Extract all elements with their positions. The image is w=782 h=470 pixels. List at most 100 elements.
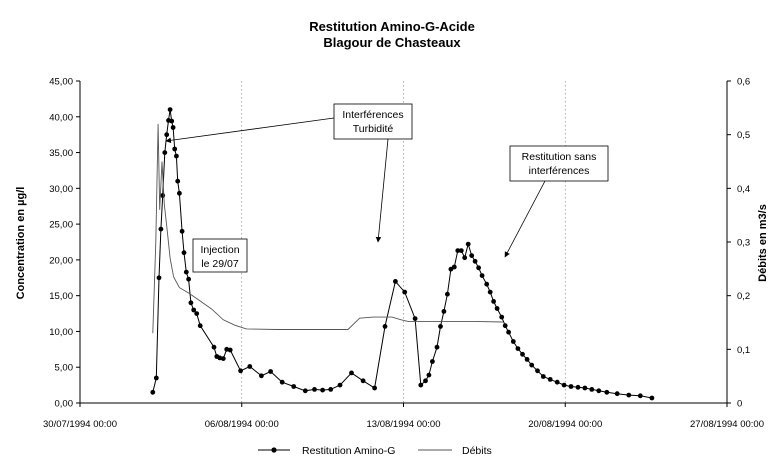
y-tick-label-right: 0,2 bbox=[737, 291, 750, 302]
annotation-restitution-line2: interférences bbox=[529, 165, 590, 177]
series-group bbox=[150, 107, 655, 401]
y-ticks-left: 0,00 5,00 10,00 15,00 20,00 25,00 30,00 35,00 40… bbox=[49, 77, 80, 410]
data-point-amino bbox=[167, 107, 173, 112]
data-point-amino bbox=[169, 118, 175, 124]
y-tick-label-left: 45,00 bbox=[49, 77, 73, 88]
x-tick-label: 27/08/1994 00:00 bbox=[690, 419, 764, 430]
data-point-amino bbox=[575, 384, 581, 390]
data-point-amino bbox=[194, 311, 200, 316]
data-point-amino bbox=[554, 379, 560, 385]
y-tick-label-left: 40,00 bbox=[49, 112, 73, 123]
data-point-amino bbox=[445, 291, 450, 297]
annotation-interferences-line1: Interférences bbox=[342, 109, 403, 121]
data-point-amino bbox=[328, 387, 334, 392]
series-line-debits bbox=[152, 123, 503, 334]
data-point-amino bbox=[412, 316, 418, 321]
chart-title-line2: Blagour de Chasteaux bbox=[323, 35, 461, 50]
data-point-amino bbox=[188, 300, 194, 306]
data-point-amino bbox=[515, 346, 521, 351]
data-point-amino bbox=[547, 377, 553, 382]
data-point-amino bbox=[520, 351, 525, 357]
annotation-restitution-line1: Restitution sans bbox=[522, 151, 597, 163]
y-tick-label-left: 10,00 bbox=[49, 327, 73, 338]
data-point-amino bbox=[438, 324, 443, 329]
data-point-amino bbox=[434, 344, 440, 350]
data-point-amino bbox=[510, 339, 516, 344]
data-point-amino bbox=[626, 392, 632, 398]
annotation-restitution: Restitution sans interférences bbox=[504, 145, 609, 258]
legend-marker-amino bbox=[271, 447, 277, 453]
data-point-amino bbox=[268, 369, 273, 374]
data-point-amino bbox=[604, 389, 610, 395]
data-point-amino bbox=[448, 266, 454, 272]
annotation-interferences-line2: Turbidité bbox=[353, 123, 394, 135]
data-point-amino bbox=[279, 379, 285, 385]
data-point-amino bbox=[582, 385, 588, 391]
data-point-amino bbox=[153, 375, 159, 381]
data-point-amino bbox=[524, 357, 530, 362]
y-tick-label-left: 30,00 bbox=[49, 184, 73, 195]
data-point-amino bbox=[472, 258, 478, 264]
data-point-amino bbox=[426, 372, 432, 378]
x-ticks: 30/07/1994 00:00 06/08/1994 00:00 13/08/19… bbox=[43, 403, 764, 430]
data-point-amino bbox=[186, 276, 192, 282]
annotation-arrow-peak bbox=[165, 117, 335, 144]
y-tick-label-right: 0 bbox=[737, 399, 742, 410]
data-point-amino bbox=[197, 323, 203, 329]
data-point-amino bbox=[649, 395, 655, 401]
data-point-amino bbox=[172, 146, 178, 152]
data-point-amino bbox=[458, 248, 464, 254]
annotation-interferences-box bbox=[333, 103, 413, 140]
data-point-amino bbox=[529, 362, 535, 368]
y-ticks-right: 0 0,1 0,2 0,3 0,4 0,5 0,6 bbox=[727, 77, 750, 410]
x-tick-label: 20/08/1994 00:00 bbox=[528, 419, 602, 430]
annotation-interferences: Interférences Turbidité bbox=[165, 103, 413, 243]
data-point-amino bbox=[441, 309, 447, 314]
data-point-amino bbox=[164, 132, 170, 138]
annotation-arrow-turbidity bbox=[375, 138, 389, 243]
data-point-amino bbox=[349, 370, 354, 376]
data-point-amino bbox=[423, 378, 428, 384]
legend-label-debits: Débits bbox=[462, 445, 492, 457]
x-tick-label: 13/08/1994 00:00 bbox=[367, 419, 441, 430]
data-point-amino bbox=[487, 289, 493, 295]
y-tick-label-right: 0,6 bbox=[737, 77, 750, 88]
data-point-amino bbox=[494, 306, 500, 311]
legend-label-amino: Restitution Amino-G bbox=[302, 445, 395, 457]
data-point-amino bbox=[302, 388, 308, 394]
data-point-amino bbox=[561, 382, 567, 388]
annotation-arrow-restitution bbox=[504, 180, 546, 258]
data-point-amino bbox=[462, 255, 468, 261]
data-point-amino bbox=[360, 378, 366, 384]
data-point-amino bbox=[179, 228, 185, 234]
data-point-amino bbox=[320, 387, 325, 393]
x-tick-label: 30/07/1994 00:00 bbox=[43, 419, 117, 430]
data-point-amino bbox=[156, 275, 162, 281]
data-point-amino bbox=[160, 193, 166, 198]
data-point-amino bbox=[637, 393, 643, 399]
data-point-amino bbox=[484, 281, 490, 287]
legend: Restitution Amino-G Débits bbox=[258, 445, 492, 457]
y-tick-label-right: 0,3 bbox=[737, 238, 750, 249]
data-point-amino bbox=[247, 364, 253, 369]
y-tick-label-left: 0,00 bbox=[55, 399, 74, 410]
data-point-amino bbox=[259, 373, 264, 379]
data-point-amino bbox=[220, 356, 226, 361]
data-point-amino bbox=[568, 384, 574, 389]
data-point-amino bbox=[430, 359, 435, 364]
data-point-amino bbox=[227, 347, 233, 353]
data-point-amino bbox=[540, 374, 546, 379]
data-point-amino bbox=[238, 368, 244, 374]
data-point-amino bbox=[476, 265, 481, 271]
data-point-amino bbox=[614, 391, 620, 397]
chart-title-line1: Restitution Amino-G-Acide bbox=[309, 19, 475, 34]
y-axis-label-right: Débits en m3/s bbox=[757, 204, 769, 282]
data-point-amino bbox=[455, 248, 461, 254]
data-point-amino bbox=[506, 329, 511, 335]
data-point-amino bbox=[170, 125, 176, 130]
data-point-amino bbox=[183, 269, 189, 275]
y-tick-label-left: 15,00 bbox=[49, 291, 73, 302]
data-point-amino bbox=[479, 273, 485, 278]
